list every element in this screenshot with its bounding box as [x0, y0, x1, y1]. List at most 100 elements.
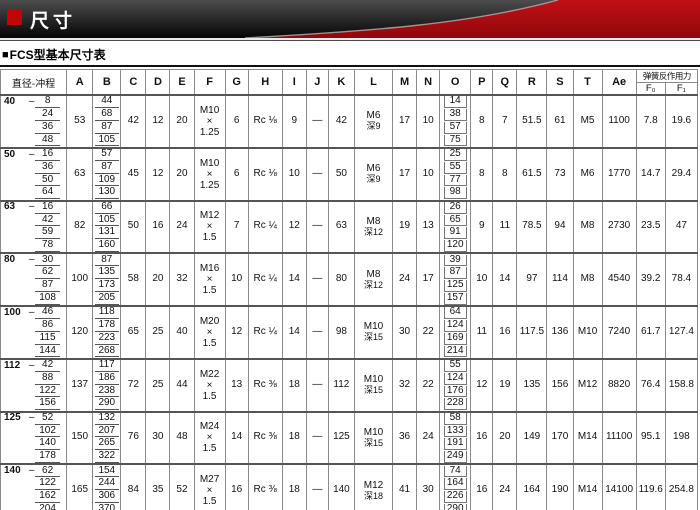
- cell-E: 24: [169, 200, 195, 254]
- cell-C: 76: [120, 411, 147, 465]
- cell-T: M5: [572, 95, 603, 148]
- cell-H: Rc ⅜: [247, 358, 283, 412]
- cell-diameter-stroke: 50–16: [0, 147, 68, 162]
- cell-diameter-stroke: 125–52: [0, 411, 68, 426]
- cell-diameter-stroke: 42: [0, 214, 68, 227]
- cell-B: 87: [92, 253, 122, 267]
- cell-C: 72: [120, 358, 147, 412]
- banner-divider: [0, 40, 700, 41]
- cell-N: 10: [416, 147, 441, 201]
- cell-diameter-stroke: 140–62: [0, 464, 68, 478]
- cell-B: 207: [92, 425, 122, 438]
- cell-B: 290: [92, 397, 122, 412]
- cell-O: 91: [439, 227, 472, 240]
- cell-A: 82: [66, 200, 94, 254]
- cell-M: 36: [392, 411, 418, 465]
- cell-L: M10 深15: [353, 411, 394, 465]
- cell-K: 42: [327, 95, 355, 148]
- table-row: 156 290 228: [0, 397, 698, 412]
- cell-K: 140: [327, 464, 355, 510]
- table-row: 36 87 57: [0, 121, 698, 135]
- cell-P: 9: [470, 200, 494, 254]
- cell-B: 268: [92, 345, 122, 359]
- cell-diameter-stroke: 100–46: [0, 306, 68, 320]
- table-row: 122 238 176: [0, 385, 698, 398]
- cell-J: —: [305, 411, 329, 465]
- table-row: 102 207 133: [0, 425, 698, 438]
- cell-B: 109: [92, 174, 122, 187]
- table-row: 122 244 164: [0, 478, 698, 491]
- col-header-K: K: [327, 69, 355, 96]
- cell-I: 9: [281, 95, 307, 148]
- cell-R: 117.5: [516, 306, 548, 359]
- cell-B: 87: [92, 121, 122, 135]
- cell-B: 238: [92, 385, 122, 398]
- bore-group-100: 100–46 120 118 65 25 40 M20 × 1.5 12 Rc ¼ 14—98 M10 深…: [0, 306, 699, 359]
- bore-group-63: 63–16 82 66 50 16 24 M12 × 1.5 7 Rc ¼ 12—63 M8 深12 19 1…: [0, 200, 699, 254]
- cell-M: 17: [392, 147, 418, 201]
- cell-E: 20: [169, 95, 195, 148]
- cell-diameter-stroke: 86: [0, 319, 68, 333]
- cell-D: 12: [145, 147, 171, 201]
- cell-L: M8 深12: [353, 200, 394, 254]
- col-header-Ae: Ae: [601, 69, 637, 96]
- cell-H: Rc ⅛: [247, 95, 283, 148]
- bore-group-80: 80–30 100 87 58 20 32 M16 × 1.5 10 Rc ¼ 14—80 M8 深12 2…: [0, 253, 699, 306]
- cell-F0: 76.4: [635, 358, 666, 412]
- cell-J: —: [305, 200, 329, 254]
- cell-P: 11: [470, 306, 494, 359]
- cell-diameter-stroke: 64: [0, 186, 68, 201]
- cell-J: —: [305, 358, 329, 412]
- cell-B: 223: [92, 332, 122, 346]
- cell-G: 6: [224, 147, 249, 201]
- cell-M: 30: [392, 306, 418, 359]
- table-caption-text: FCS型基本尺寸表: [9, 48, 106, 62]
- cell-P: 12: [470, 358, 494, 412]
- cell-B: 173: [92, 279, 122, 293]
- cell-F1: 19.6: [664, 95, 699, 148]
- cell-B: 154: [92, 464, 122, 478]
- cell-R: 61.5: [516, 147, 548, 201]
- cell-Q: 8: [492, 147, 518, 201]
- cell-Ae: 11100: [601, 411, 637, 465]
- cell-F: M16 × 1.5: [193, 253, 226, 306]
- cell-O: 77: [439, 174, 472, 187]
- cell-A: 165: [66, 464, 94, 510]
- cell-F1: 29.4: [664, 147, 699, 201]
- cell-C: 58: [120, 253, 147, 306]
- cell-O: 226: [439, 490, 472, 504]
- cell-O: 39: [439, 253, 472, 267]
- cell-Ae: 2730: [601, 200, 637, 254]
- cell-O: 64: [439, 306, 472, 320]
- cell-F0: 14.7: [635, 147, 666, 201]
- cell-F0: 119.6: [635, 464, 666, 510]
- red-square-icon: [7, 10, 22, 25]
- cell-D: 20: [145, 253, 171, 306]
- cell-O: 98: [439, 186, 472, 201]
- cell-F0: 23.5: [635, 200, 666, 254]
- cell-Ae: 14100: [601, 464, 637, 510]
- cell-Ae: 1770: [601, 147, 637, 201]
- table-row: 100–46 120 118 65 25 40 M20 × 1.5 12 Rc ¼ 14—98 M10 深…: [0, 306, 699, 359]
- table-row: 50 109 77: [0, 174, 698, 187]
- cell-diameter-stroke: 102: [0, 425, 68, 438]
- page-title: 尺寸: [30, 11, 77, 32]
- cell-Q: 7: [492, 95, 518, 148]
- cell-F1: 198: [664, 411, 699, 465]
- cell-S: 190: [546, 464, 574, 510]
- table-row: 50–16 63 57 45 12 20 M10 × 1.25 6 Rc ⅛ 10—50 M6 深9 17 1…: [0, 147, 699, 201]
- cell-O: 125: [439, 279, 472, 293]
- cell-F: M10 × 1.25: [193, 95, 226, 148]
- cell-G: 12: [224, 306, 249, 359]
- cell-B: 44: [92, 95, 122, 109]
- cell-diameter-stroke: 36: [0, 121, 68, 135]
- cell-O: 58: [439, 411, 472, 426]
- cell-K: 80: [327, 253, 355, 306]
- table-row: 36 87 55: [0, 161, 698, 175]
- cell-L: M6 深9: [353, 95, 394, 148]
- table-row: 112–42 137 117 72 25 44 M22 × 1.5 13 Rc ⅜ 18—112 M10…: [0, 358, 699, 412]
- cell-L: M6 深9: [353, 147, 394, 201]
- cell-O: 169: [439, 332, 472, 346]
- cell-S: 114: [546, 253, 574, 306]
